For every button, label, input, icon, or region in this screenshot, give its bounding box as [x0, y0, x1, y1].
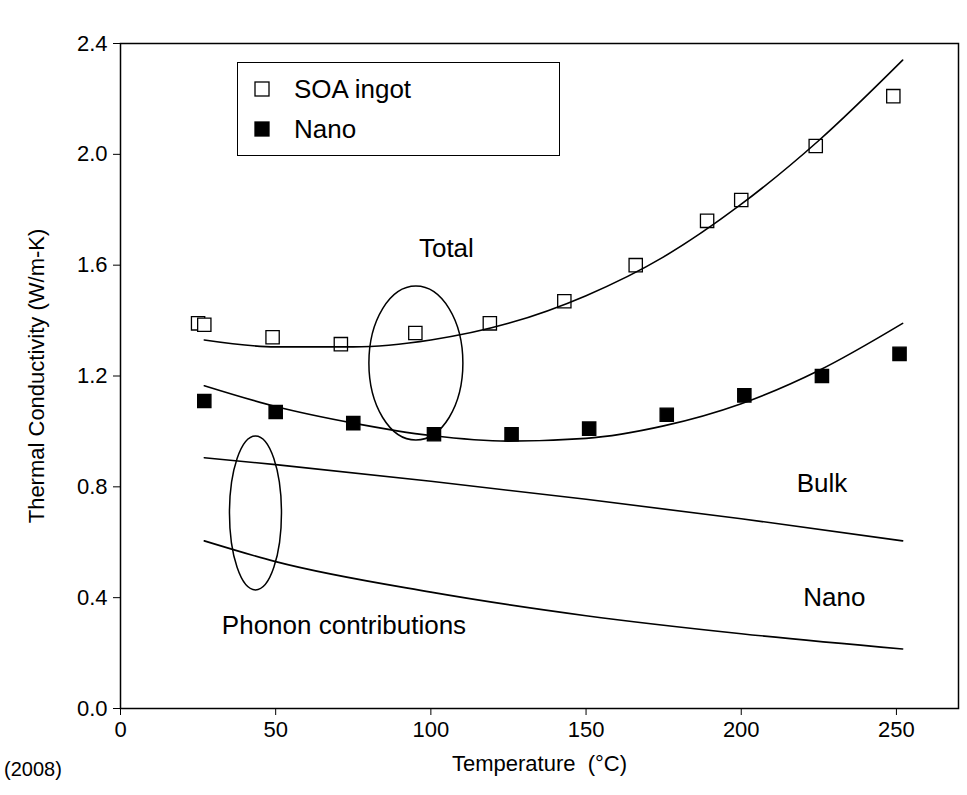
svg-text:1.6: 1.6 — [77, 252, 108, 277]
svg-text:2.0: 2.0 — [77, 141, 108, 166]
html-text:Nano: Nano — [294, 113, 357, 144]
svg-text:200: 200 — [723, 717, 760, 742]
svg-text:0.8: 0.8 — [77, 474, 108, 499]
svg-text:Temperature (°C): Temperature (°C) — [452, 751, 627, 776]
svg-text:0.0: 0.0 — [77, 696, 108, 721]
svg-text:1.2: 1.2 — [77, 363, 108, 388]
svg-text:50: 50 — [263, 717, 287, 742]
svg-text:Nano: Nano — [803, 582, 865, 612]
html-text:(2008): (2008) — [4, 758, 62, 780]
svg-text:Bulk: Bulk — [797, 468, 849, 498]
svg-text:150: 150 — [568, 717, 605, 742]
svg-text:250: 250 — [878, 717, 915, 742]
svg-text:2.4: 2.4 — [77, 31, 108, 56]
svg-text:Phonon contributions: Phonon contributions — [222, 610, 466, 640]
svg-text:0.4: 0.4 — [77, 585, 108, 610]
svg-text:100: 100 — [413, 717, 450, 742]
html-text:SOA ingot: SOA ingot — [294, 73, 412, 104]
svg-text:Thermal Conductivity (W/m-K): Thermal Conductivity (W/m-K) — [24, 229, 49, 524]
svg-text:Total: Total — [419, 233, 474, 263]
svg-text:0: 0 — [114, 717, 126, 742]
